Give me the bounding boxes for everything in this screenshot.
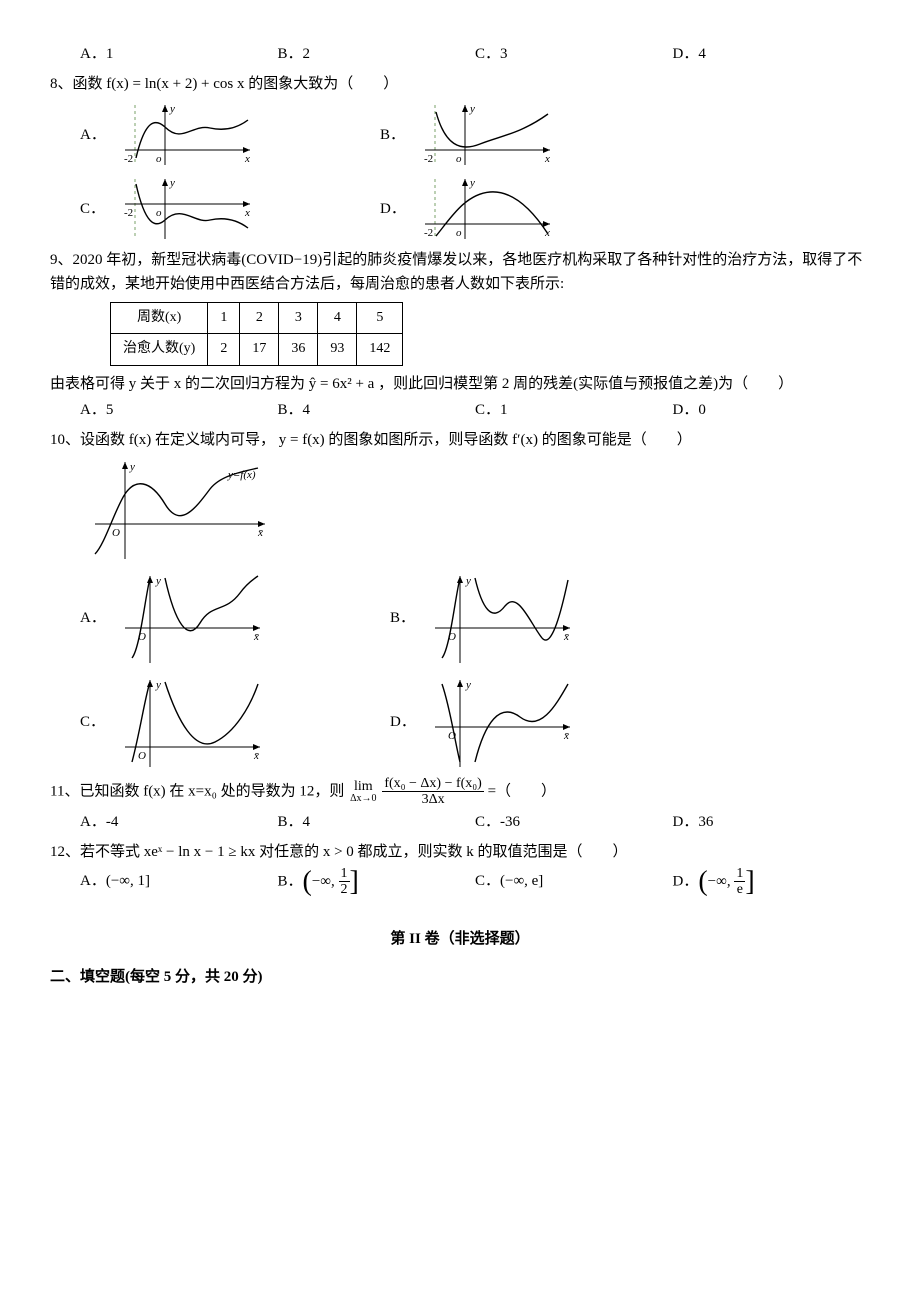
- q11-opt-A: A．-4: [80, 810, 278, 834]
- svg-text:y: y: [469, 103, 475, 115]
- q8-opt-B-label: B．: [380, 123, 410, 147]
- q10-graph-C: O x̄ y: [110, 672, 270, 772]
- svg-text:-2: -2: [424, 153, 433, 165]
- svg-text:y: y: [155, 679, 161, 691]
- q7-opt-A: A．1: [80, 42, 278, 66]
- svg-text:-2: -2: [424, 227, 433, 239]
- q9-opt-B: B．4: [278, 398, 476, 422]
- table-row: 治愈人数(y) 2 17 36 93 142: [111, 334, 403, 365]
- q12-opt-B: B．(−∞, 12]: [278, 866, 476, 898]
- q8-row-CD: C． y x o -2 D． y x o -2: [80, 174, 870, 244]
- q9-para1: 9、2020 年初，新型冠状病毒(COVID−19)引起的肺炎疫情爆发以来，各地…: [50, 248, 870, 296]
- svg-text:x̄: x̄: [563, 730, 569, 742]
- svg-text:o: o: [456, 153, 462, 165]
- svg-text:x̄: x̄: [253, 750, 259, 762]
- svg-text:y: y: [469, 177, 475, 189]
- q10-opt-C-label: C．: [80, 710, 110, 734]
- q7-opt-B: B．2: [278, 42, 476, 66]
- q10-row-CD: C． O x̄ y D． O x̄ y: [80, 672, 870, 772]
- q9-th-y: 治愈人数(y): [111, 334, 208, 365]
- q8-graph-C: y x o -2: [110, 174, 260, 244]
- q8-graph-D: y x o -2: [410, 174, 560, 244]
- q8-opt-D-label: D．: [380, 197, 410, 221]
- svg-text:O: O: [448, 631, 456, 643]
- q12-text: 12、若不等式 xeˣ − ln x − 1 ≥ kx 对任意的 x > 0 都…: [50, 840, 870, 864]
- limit-symbol: lim Δx→0: [350, 780, 376, 804]
- q9-para2: 由表格可得 y 关于 x 的二次回归方程为 ŷ = 6x² + a ，则此回归模…: [50, 372, 870, 396]
- svg-text:y: y: [169, 177, 175, 189]
- svg-text:x̄: x̄: [253, 631, 259, 643]
- q10-text: 10、设函数 f(x) 在定义域内可导， y = f(x) 的图象如图所示，则导…: [50, 428, 870, 452]
- q10-graph-B: O x̄ y: [420, 568, 580, 668]
- svg-text:o: o: [456, 227, 462, 239]
- q9-options: A．5 B．4 C．1 D．0: [80, 398, 870, 422]
- svg-text:O: O: [112, 527, 120, 539]
- q11-opt-B: B．4: [278, 810, 476, 834]
- svg-text:x: x: [544, 153, 550, 165]
- svg-text:O: O: [138, 631, 146, 643]
- q10-row-AB: A． O x̄ y B． O x̄ y: [80, 568, 870, 668]
- svg-text:x̄: x̄: [257, 527, 263, 539]
- q9-th-x: 周数(x): [111, 303, 208, 334]
- svg-text:y: y: [129, 461, 135, 473]
- svg-text:O: O: [138, 750, 146, 762]
- q11-opt-C: C．-36: [475, 810, 673, 834]
- q10-graph-A: O x̄ y: [110, 568, 270, 668]
- q12-opt-D: D．(−∞, 1e]: [673, 866, 871, 898]
- svg-text:x: x: [244, 207, 250, 219]
- q9-opt-D: D．0: [673, 398, 871, 422]
- q11-options: A．-4 B．4 C．-36 D．36: [80, 810, 870, 834]
- q10-opt-B-label: B．: [390, 606, 420, 630]
- svg-text:x: x: [244, 153, 250, 165]
- q11-opt-D: D．36: [673, 810, 871, 834]
- svg-text:-2: -2: [124, 207, 133, 219]
- q12-opt-C: C．(−∞, e]: [475, 869, 673, 893]
- q10-graph-D: O x̄ y: [420, 672, 580, 772]
- q12-opt-A: A．(−∞, 1]: [80, 869, 278, 893]
- q11-fraction: f(x₀ − Δx) − f(x₀) 3Δx: [382, 776, 484, 808]
- svg-text:y: y: [465, 679, 471, 691]
- svg-text:y: y: [155, 575, 161, 587]
- q10-opt-D-label: D．: [390, 710, 420, 734]
- table-row: 周数(x) 1 2 3 4 5: [111, 303, 403, 334]
- q8-graph-A: y x o -2: [110, 100, 260, 170]
- q8-opt-C-label: C．: [80, 197, 110, 221]
- q8-row-AB: A． y x o -2 B． y x o -2: [80, 100, 870, 170]
- q10-main-graph: O x̄ y y=f(x): [80, 454, 870, 564]
- q8-graph-B: y x o -2: [410, 100, 560, 170]
- q8-opt-A-label: A．: [80, 123, 110, 147]
- svg-text:y: y: [465, 575, 471, 587]
- svg-text:x̄: x̄: [563, 631, 569, 643]
- section-2-title: 第 II 卷（非选择题）: [50, 927, 870, 951]
- q11-text: 11、已知函数 f(x) 在 x=x₀ 处的导数为 12，则 lim Δx→0 …: [50, 776, 870, 808]
- part-2-title: 二、填空题(每空 5 分，共 20 分): [50, 965, 870, 989]
- svg-text:o: o: [156, 153, 162, 165]
- q7-opt-D: D．4: [673, 42, 871, 66]
- svg-text:o: o: [156, 207, 162, 219]
- q9-opt-A: A．5: [80, 398, 278, 422]
- q12-options: A．(−∞, 1] B．(−∞, 12] C．(−∞, e] D．(−∞, 1e…: [80, 866, 870, 898]
- q9-opt-C: C．1: [475, 398, 673, 422]
- q10-opt-A-label: A．: [80, 606, 110, 630]
- q8-text: 8、函数 f(x) = ln(x + 2) + cos x 的图象大致为（ ）: [50, 72, 870, 96]
- q7-opt-C: C．3: [475, 42, 673, 66]
- svg-text:x: x: [544, 227, 550, 239]
- svg-text:-2: -2: [124, 153, 133, 165]
- q10-main-label: y=f(x): [227, 469, 256, 481]
- q9-table: 周数(x) 1 2 3 4 5 治愈人数(y) 2 17 36 93 142: [110, 302, 403, 366]
- q7-options: A．1 B．2 C．3 D．4: [80, 42, 870, 66]
- svg-text:O: O: [448, 730, 456, 742]
- svg-text:y: y: [169, 103, 175, 115]
